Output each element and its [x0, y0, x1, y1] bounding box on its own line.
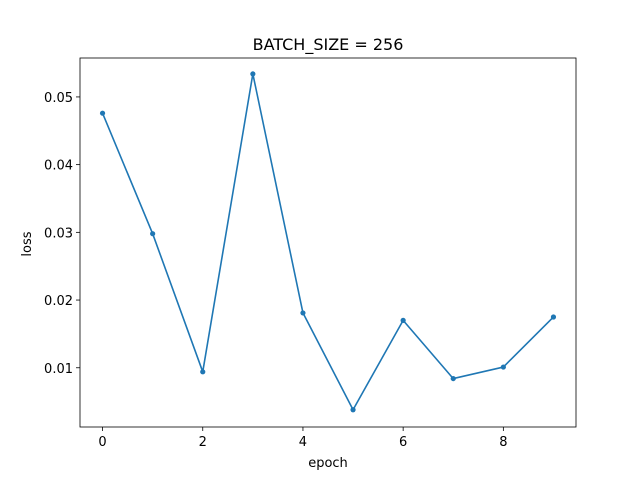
x-tick-label: 4	[299, 435, 307, 450]
loss-data-point	[350, 407, 356, 413]
plot-area: 0 2 4 6 8 0.01 0.02 0.03 0.04 0.05	[44, 57, 577, 450]
y-tick-label: 0.04	[44, 159, 73, 174]
loss-series-line	[101, 73, 555, 411]
loss-data-point	[300, 310, 306, 316]
loss-data-point	[99, 110, 106, 116]
plot-frame	[79, 57, 577, 428]
y-tick-label: 0.03	[44, 226, 73, 241]
loss-data-point	[550, 314, 557, 320]
y-axis-label: loss	[20, 231, 35, 256]
y-tick-label: 0.05	[44, 91, 73, 106]
x-tick-label: 0	[98, 435, 106, 450]
y-tick-label: 0.02	[44, 294, 73, 309]
x-axis-label: epoch	[308, 456, 348, 471]
x-tick-label: 2	[199, 435, 207, 450]
chart-title: BATCH_SIZE = 256	[253, 35, 404, 55]
loss-data-point	[450, 375, 456, 382]
x-tick-label: 8	[499, 435, 507, 450]
loss-data-point	[200, 369, 206, 375]
loss-data-point	[500, 364, 506, 370]
loss-data-point	[250, 71, 256, 77]
x-tick-label: 6	[399, 435, 407, 450]
y-tick-label: 0.01	[44, 362, 73, 377]
loss-data-point	[400, 317, 406, 323]
loss-data-point	[150, 231, 156, 237]
